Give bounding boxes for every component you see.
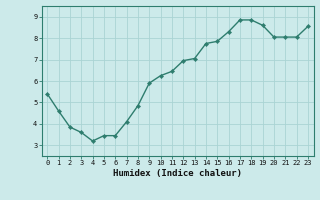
X-axis label: Humidex (Indice chaleur): Humidex (Indice chaleur) bbox=[113, 169, 242, 178]
